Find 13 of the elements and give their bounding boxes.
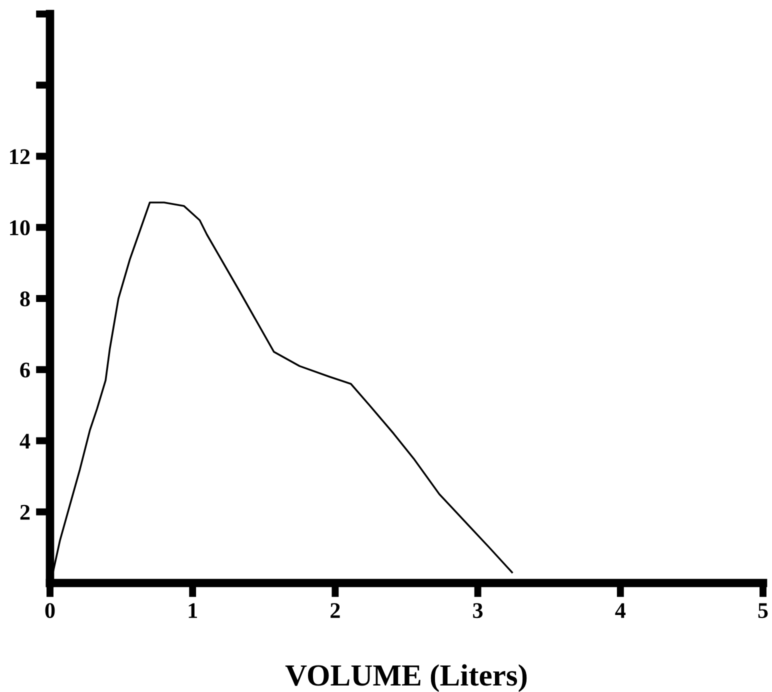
y-tick-label: 8 xyxy=(20,291,30,306)
y-tick-label: 4 xyxy=(20,434,30,448)
y-tick-label: 2 xyxy=(20,504,30,520)
x-tick-label: 5 xyxy=(758,603,768,618)
x-tick-label: 3 xyxy=(473,603,483,618)
x-tick-label: 2 xyxy=(330,603,340,618)
x-tick-label: 4 xyxy=(615,603,626,618)
y-tick-label: 12 xyxy=(10,149,30,164)
y-tick-label: 6 xyxy=(20,362,30,378)
x-tick-label: 1 xyxy=(188,603,198,618)
y-tick-label: 10 xyxy=(10,220,30,236)
x-axis-title: VOLUME (Liters) xyxy=(285,664,527,692)
x-tick-label: 0 xyxy=(45,603,55,618)
